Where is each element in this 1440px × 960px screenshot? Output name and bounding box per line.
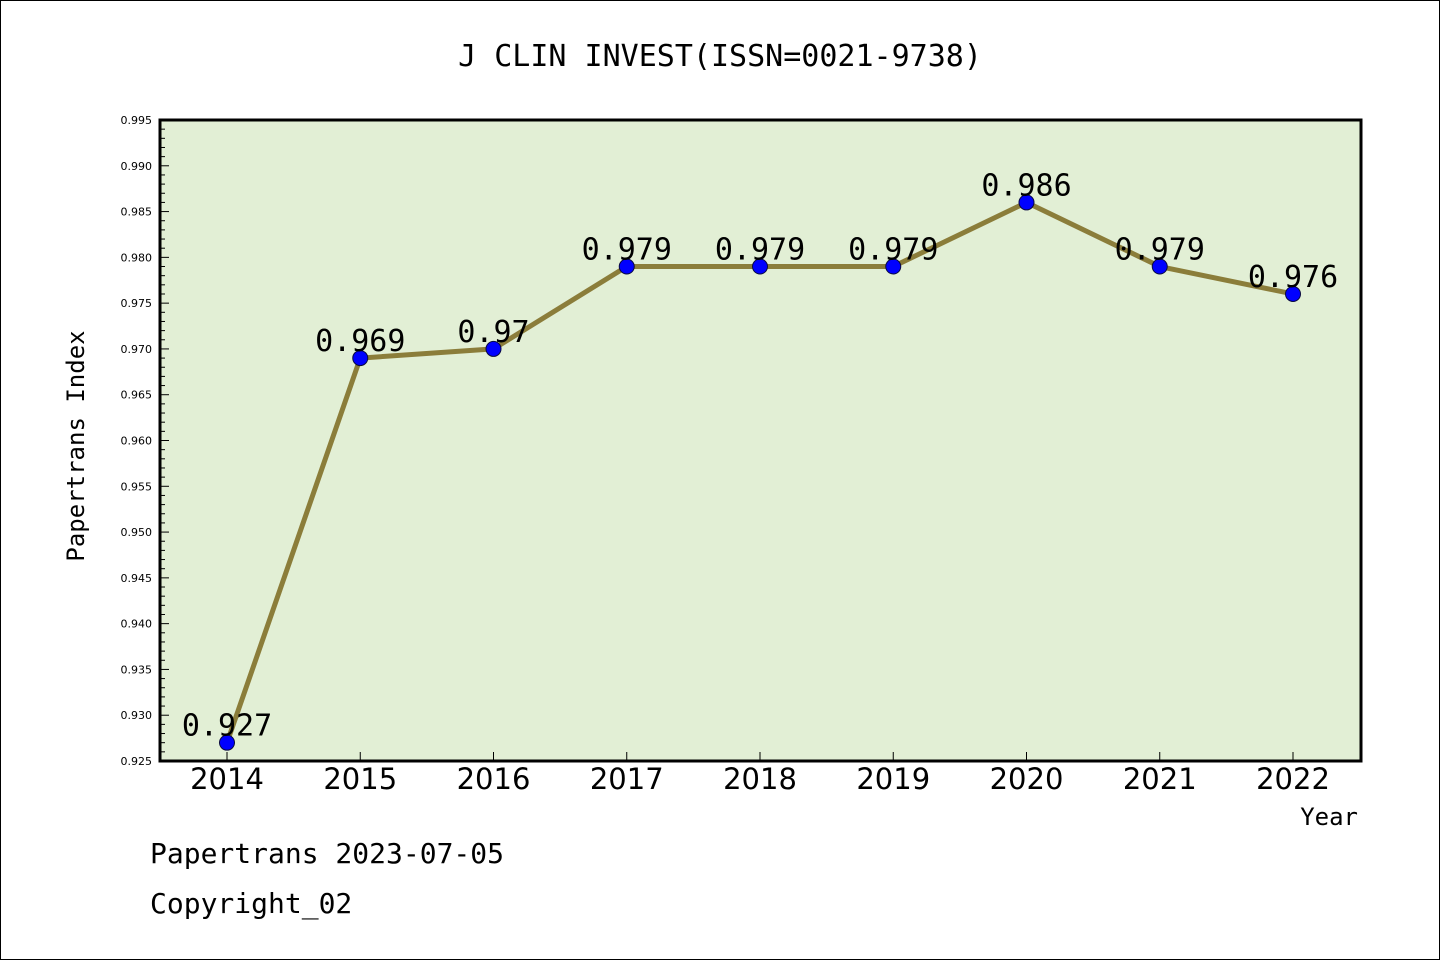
data-label: 0.986 <box>981 168 1071 203</box>
y-tick-label: 0.945 <box>121 572 153 585</box>
x-tick-label: 2017 <box>590 762 664 796</box>
chart-title: J CLIN INVEST(ISSN=0021-9738) <box>458 39 982 74</box>
y-tick-label: 0.985 <box>121 206 153 219</box>
x-axis-label: Year <box>1300 803 1358 831</box>
y-tick-label: 0.935 <box>121 663 153 676</box>
data-point <box>485 340 502 357</box>
data-label: 0.927 <box>182 709 272 744</box>
data-point <box>1018 194 1035 211</box>
data-label: 0.979 <box>715 233 805 268</box>
data-point <box>1151 258 1168 275</box>
y-tick-label: 0.940 <box>121 618 153 631</box>
x-tick-label: 2022 <box>1256 762 1330 796</box>
data-label: 0.976 <box>1248 260 1338 295</box>
data-point <box>885 258 902 275</box>
data-label-group: 0.927 0.969 0.97 0.979 0.979 0.979 0.986 0.979 0… <box>182 168 1338 743</box>
y-tick-label: 0.930 <box>121 709 153 722</box>
x-tick-label: 2015 <box>323 762 397 796</box>
y-tick-label: 0.995 <box>121 114 153 127</box>
data-point <box>219 734 235 751</box>
data-label: 0.969 <box>315 324 405 359</box>
data-point <box>1285 285 1301 302</box>
x-tick-label: 2014 <box>190 762 264 796</box>
x-axis: 2014 2015 2016 2017 2018 2019 2020 2021 2022 <box>190 752 1330 796</box>
footer-date: Papertrans 2023-07-05 <box>150 837 504 870</box>
y-tick-label: 0.965 <box>121 389 153 402</box>
data-point <box>618 258 635 275</box>
y-tick-label: 0.950 <box>121 526 153 539</box>
plot-area <box>158 118 1363 763</box>
data-point <box>352 350 369 367</box>
x-tick-label: 2021 <box>1123 762 1197 796</box>
data-label: 0.979 <box>848 233 938 268</box>
y-tick-label: 0.955 <box>121 480 153 493</box>
y-tick-label: 0.925 <box>121 755 153 768</box>
y-axis-label: Papertrans Index <box>62 330 90 561</box>
y-axis: 0.925 0.930 0.935 0.940 0.945 0.950 0.955 0.960… <box>121 114 169 768</box>
y-tick-label: 0.960 <box>121 435 153 448</box>
x-tick-label: 2020 <box>990 762 1064 796</box>
data-label: 0.979 <box>1115 233 1205 268</box>
x-tick-label: 2019 <box>856 762 930 796</box>
series-line-group <box>219 194 1301 751</box>
data-label: 0.979 <box>582 233 672 268</box>
x-tick-label: 2016 <box>457 762 531 796</box>
y-tick-label: 0.990 <box>121 160 153 173</box>
y-tick-label: 0.970 <box>121 343 153 356</box>
data-point <box>752 258 768 275</box>
data-label: 0.97 <box>457 315 529 350</box>
x-tick-label: 2018 <box>723 762 797 796</box>
footer-copyright: Copyright_02 <box>150 887 352 921</box>
y-tick-label: 0.975 <box>121 297 153 310</box>
y-tick-label: 0.980 <box>121 251 153 264</box>
